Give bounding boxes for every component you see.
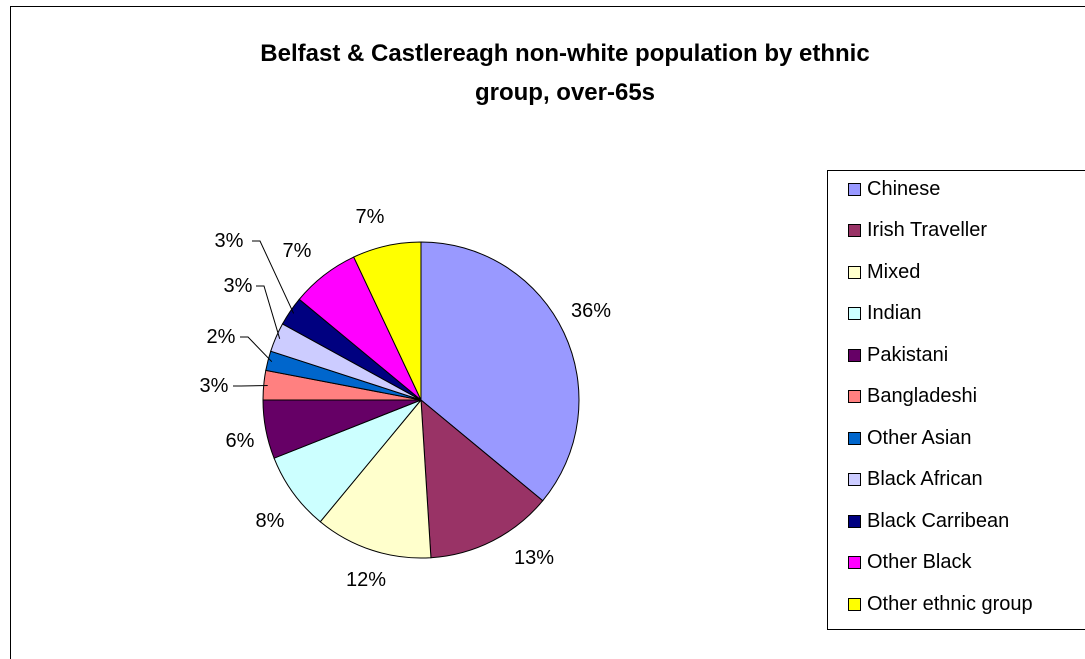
data-label-bangladeshi: 3% — [200, 375, 229, 397]
legend-item-other-ethnic-group: Other ethnic group — [828, 592, 1033, 616]
leader-line-bangladeshi — [233, 385, 268, 387]
legend-item-pakistani: Pakistani — [828, 343, 948, 367]
data-label-other-black: 7% — [283, 240, 312, 262]
chart-title-line-1: Belfast & Castlereagh non-white populati… — [260, 40, 870, 67]
legend-label-other-asian: Other Asian — [867, 426, 972, 449]
legend-label-black-carribean: Black Carribean — [867, 509, 1010, 532]
data-label-pakistani: 6% — [226, 430, 255, 452]
legend-item-irish-traveller: Irish Traveller — [828, 219, 987, 243]
legend-label-irish-traveller: Irish Traveller — [867, 219, 988, 241]
legend-swatch-chinese — [848, 182, 861, 196]
data-label-black-african: 3% — [224, 275, 253, 297]
legend-item-other-black: Other Black — [828, 551, 971, 575]
legend-label-pakistani: Pakistani — [867, 343, 949, 366]
legend-swatch-pakistani — [848, 348, 861, 362]
data-label-other-asian: 2% — [207, 326, 236, 348]
data-label-chinese: 36% — [571, 300, 611, 322]
leader-line-black-african — [256, 285, 281, 339]
chart-title-line-2: group, over-65s — [474, 79, 656, 106]
legend-swatch-mixed — [848, 265, 861, 279]
data-label-indian: 8% — [256, 510, 285, 532]
legend-swatch-other-ethnic-group — [848, 597, 861, 611]
leader-line-black-carribean — [252, 240, 295, 314]
legend-label-black-african: Black African — [867, 468, 983, 490]
legend-item-bangladeshi: Bangladeshi — [828, 385, 977, 409]
legend-swatch-black-african — [848, 473, 861, 486]
legend-label-bangladeshi: Bangladeshi — [867, 385, 978, 407]
legend-label-other-ethnic-group: Other ethnic group — [867, 592, 1033, 615]
legend-label-indian: Indian — [867, 302, 922, 324]
legend-label-other-black: Other Black — [867, 551, 972, 573]
data-label-black-carribean: 3% — [215, 230, 244, 252]
data-label-mixed: 12% — [346, 569, 386, 591]
legend-swatch-indian — [848, 307, 861, 320]
legend-label-chinese: Chinese — [867, 177, 941, 200]
pie-slice-chinese — [420, 241, 580, 502]
legend-label-mixed: Mixed — [867, 260, 921, 283]
data-label-irish-traveller: 13% — [514, 547, 554, 569]
leader-line-other-asian — [240, 336, 273, 363]
legend-item-chinese: Chinese — [828, 177, 940, 201]
legend-item-mixed: Mixed — [828, 260, 920, 284]
legend-item-other-asian: Other Asian — [828, 426, 972, 450]
data-label-other-ethnic-group: 7% — [356, 206, 385, 228]
legend-swatch-black-carribean — [848, 514, 861, 528]
chart-title: Belfast & Castlereagh non-white populati… — [0, 34, 1085, 112]
pie-slice-irish-traveller — [420, 398, 544, 559]
legend-swatch-other-black — [848, 556, 861, 569]
pie-slice-mixed — [319, 398, 432, 559]
chart-legend: Chinese Irish Traveller Mixed Indian Pakista… — [827, 170, 1085, 630]
legend-item-indian: Indian — [828, 302, 922, 326]
legend-swatch-irish-traveller — [848, 224, 861, 237]
legend-item-black-carribean: Black Carribean — [828, 509, 1009, 533]
legend-swatch-bangladeshi — [848, 390, 861, 403]
legend-item-black-african: Black African — [828, 468, 983, 492]
pie-slice-other-ethnic-group — [353, 241, 422, 401]
legend-swatch-other-asian — [848, 431, 861, 445]
